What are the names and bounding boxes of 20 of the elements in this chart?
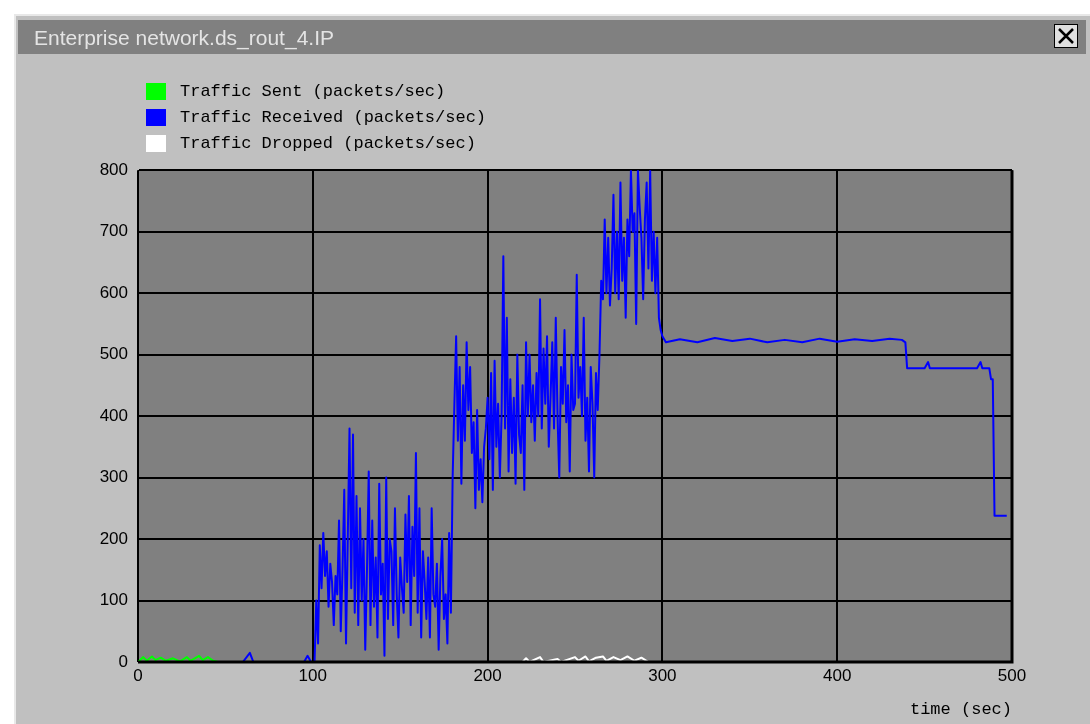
x-tick-label: 0 <box>133 665 143 685</box>
y-tick-label: 500 <box>99 344 128 364</box>
y-tick-label: 0 <box>118 651 128 671</box>
y-tick-label: 300 <box>99 467 128 487</box>
x-axis-title: time (sec) <box>909 700 1012 720</box>
legend-label: Traffic Sent (packets/sec) <box>180 81 446 101</box>
y-tick-label: 800 <box>99 159 128 179</box>
y-tick-label: 700 <box>99 221 128 241</box>
x-tick-label: 300 <box>648 665 677 685</box>
x-tick-label: 100 <box>298 665 327 685</box>
y-tick-label: 600 <box>99 282 128 302</box>
x-tick-label: 200 <box>473 665 502 685</box>
x-tick-label: 400 <box>823 665 852 685</box>
y-tick-label: 100 <box>99 590 128 610</box>
chart-title: Enterprise network.ds_rout_4.IP <box>34 26 334 50</box>
y-tick-label: 200 <box>99 528 128 548</box>
legend-label: Traffic Dropped (packets/sec) <box>180 133 476 153</box>
y-tick-label: 400 <box>99 405 128 425</box>
legend-label: Traffic Received (packets/sec) <box>180 107 487 127</box>
x-tick-label: 500 <box>997 665 1027 685</box>
